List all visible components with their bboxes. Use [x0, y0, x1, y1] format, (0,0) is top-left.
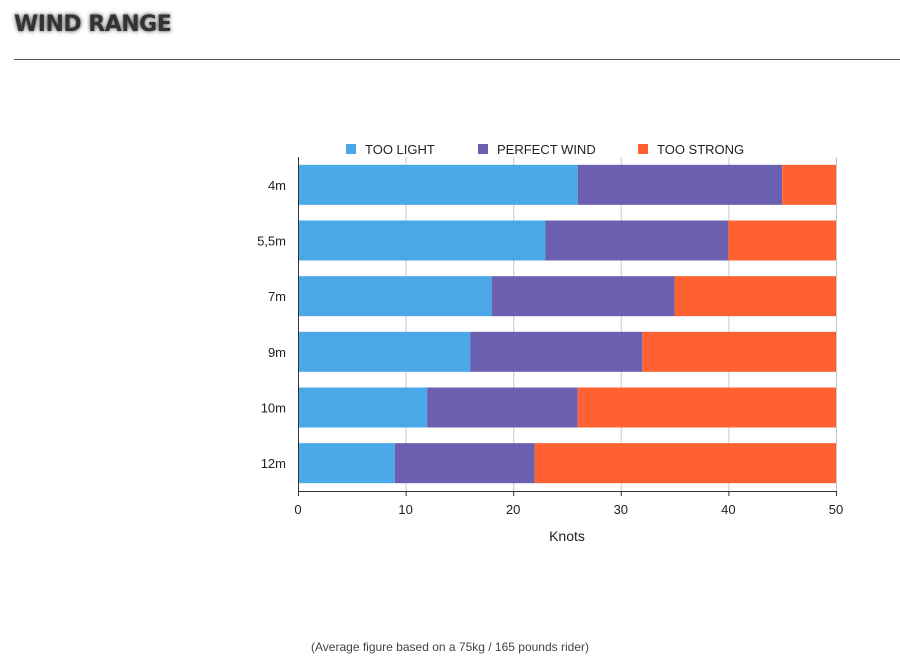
x-tick-label: 10 [398, 502, 412, 517]
x-tick-label: 50 [829, 502, 843, 517]
x-tick-label: 20 [506, 502, 520, 517]
title-divider [14, 59, 900, 60]
bar-too-strong-0 [782, 164, 836, 205]
footnote: (Average figure based on a 75kg / 165 po… [311, 640, 589, 654]
category-label: 4m [268, 178, 286, 193]
x-tick-label: 30 [614, 502, 628, 517]
legend-label: TOO LIGHT [365, 142, 435, 157]
bar-too-strong-3 [642, 331, 836, 372]
x-tick-label: 40 [721, 502, 735, 517]
legend: TOO LIGHT PERFECT WIND TOO STRONG [346, 142, 744, 157]
bar-too-strong-4 [577, 387, 836, 428]
category-label: 12m [261, 456, 286, 471]
page-title: WIND RANGE [14, 12, 172, 37]
bar-perfect-wind-5 [394, 443, 535, 484]
legend-label: TOO STRONG [657, 142, 744, 157]
bar-perfect-wind-4 [427, 387, 578, 428]
bar-too-light-4 [298, 387, 428, 428]
x-axis-title: Knots [549, 528, 585, 544]
bar-too-strong-5 [534, 443, 836, 484]
x-tick-label: 0 [294, 502, 301, 517]
bar-too-strong-1 [728, 220, 836, 261]
bars [298, 164, 836, 484]
bar-perfect-wind-2 [491, 276, 675, 317]
bar-too-light-3 [298, 331, 471, 372]
grid-lines [405, 157, 837, 491]
legend-swatch-perfect-wind [478, 144, 488, 154]
legend-swatch-too-strong [638, 144, 648, 154]
category-label: 10m [261, 401, 286, 416]
bar-perfect-wind-0 [577, 164, 783, 205]
category-label: 5,5m [257, 234, 286, 249]
bar-perfect-wind-3 [470, 331, 643, 372]
bar-too-light-5 [298, 443, 395, 484]
legend-label: PERFECT WIND [497, 142, 596, 157]
category-label: 9m [268, 345, 286, 360]
legend-swatch-too-light [346, 144, 356, 154]
axes: 4m 5,5m 7m 9m 10m 12m 0 10 20 30 40 50 Knots [257, 157, 843, 544]
bar-too-light-0 [298, 164, 578, 205]
bar-too-light-2 [298, 276, 492, 317]
bar-perfect-wind-1 [545, 220, 729, 261]
bar-too-light-1 [298, 220, 546, 261]
bar-too-strong-2 [674, 276, 836, 317]
category-label: 7m [268, 289, 286, 304]
